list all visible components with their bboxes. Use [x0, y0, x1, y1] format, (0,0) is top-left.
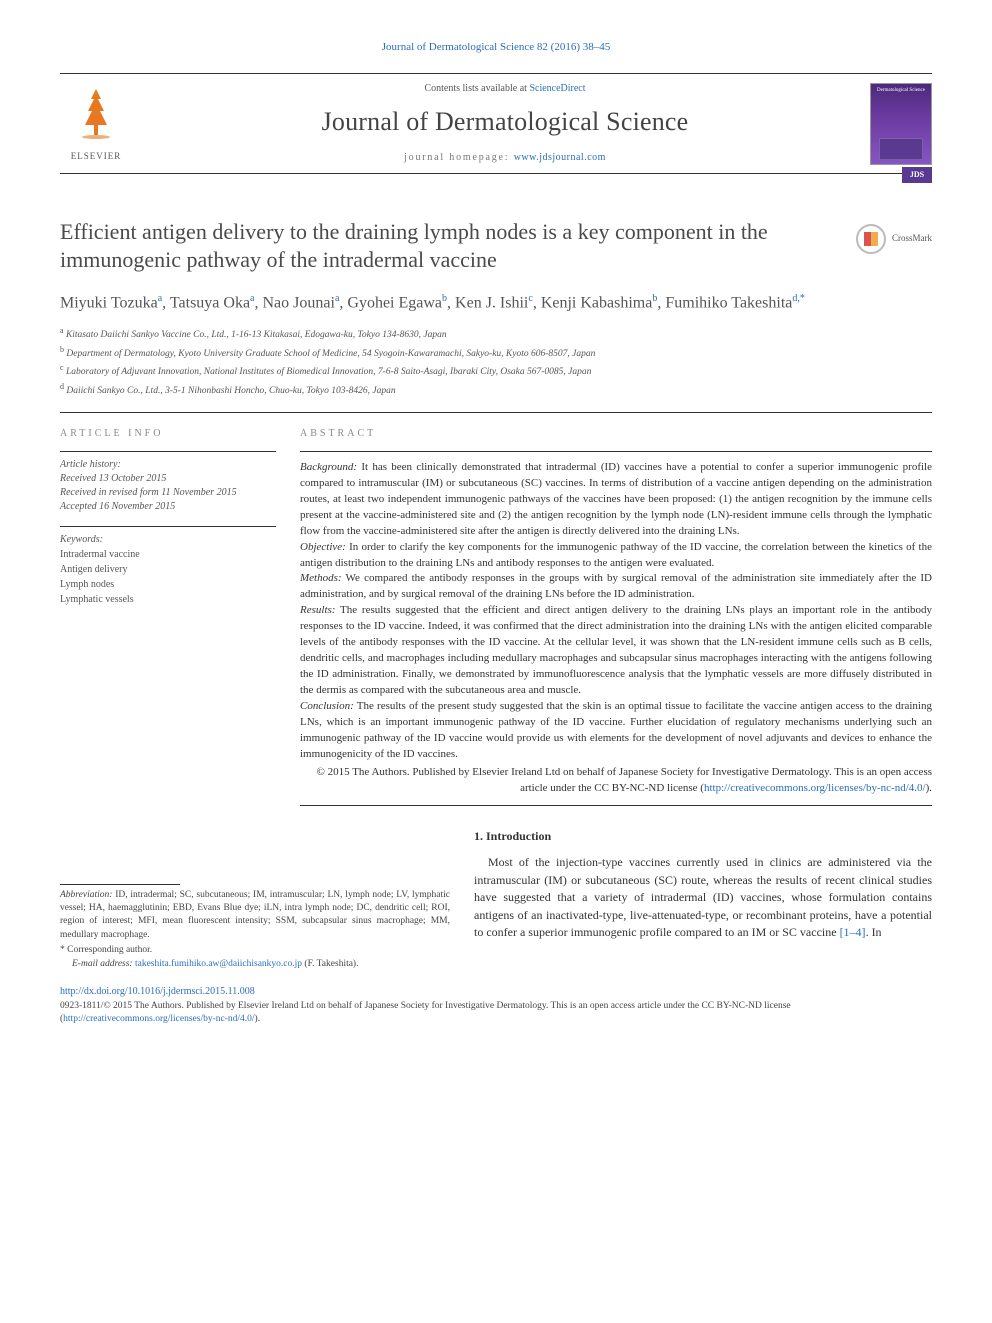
cover-thumbnail-wrapper: Dermatological Science JDS	[870, 83, 932, 165]
introduction-text: Most of the injection-type vaccines curr…	[474, 854, 932, 941]
author-affiliation-sup[interactable]: b	[652, 293, 657, 304]
abbrev-text: ID, intradermal; SC, subcutaneous; IM, i…	[60, 890, 450, 940]
bottom-close: ).	[255, 1014, 261, 1024]
keywords-list: Intradermal vaccineAntigen deliveryLymph…	[60, 547, 276, 607]
affiliation-line: c Laboratory of Adjuvant Innovation, Nat…	[60, 362, 932, 379]
license-link[interactable]: http://creativecommons.org/licenses/by-n…	[704, 782, 926, 794]
footnote-column: Abbreviation: ID, intradermal; SC, subcu…	[60, 828, 474, 972]
conclusion-label: Conclusion:	[300, 700, 354, 712]
publisher-name: ELSEVIER	[71, 150, 122, 163]
keywords-label: Keywords:	[60, 533, 276, 547]
article-title: Efficient antigen delivery to the draini…	[60, 218, 840, 275]
affiliations: a Kitasato Daiichi Sankyo Vaccine Co., L…	[60, 325, 932, 398]
author-affiliation-sup[interactable]: b	[442, 293, 447, 304]
contents-prefix: Contents lists available at	[424, 83, 529, 94]
corresponding-author: * Corresponding author.	[60, 944, 450, 957]
article-info-heading: ARTICLE INFO	[60, 427, 276, 441]
cover-thumbnail-label: Dermatological Science	[874, 87, 928, 94]
doi-line: http://dx.doi.org/10.1016/j.jdermsci.201…	[60, 985, 932, 999]
top-citation: Journal of Dermatological Science 82 (20…	[60, 40, 932, 55]
keywords-block: Keywords: Intradermal vaccineAntigen del…	[60, 533, 276, 607]
introduction-column: 1. Introduction Most of the injection-ty…	[474, 828, 932, 972]
elsevier-tree-icon	[71, 85, 121, 148]
author-affiliation-sup[interactable]: a	[250, 293, 254, 304]
email-line: E-mail address: takeshita.fumihiko.aw@da…	[60, 958, 450, 971]
background-label: Background:	[300, 461, 357, 473]
results-label: Results:	[300, 604, 335, 616]
abbrev-label: Abbreviation:	[60, 890, 112, 900]
masthead-center: Contents lists available at ScienceDirec…	[140, 82, 870, 164]
objective-label: Objective:	[300, 541, 346, 553]
article-history: Article history: Received 13 October 201…	[60, 458, 276, 514]
copyright-close: ).	[926, 782, 932, 794]
journal-name: Journal of Dermatological Science	[140, 104, 870, 140]
keyword: Intradermal vaccine	[60, 547, 276, 562]
author-name: Nao Jounai	[263, 294, 335, 311]
author-affiliation-sup[interactable]: a	[335, 293, 339, 304]
cover-badge: JDS	[902, 167, 932, 183]
journal-homepage-link[interactable]: www.jdsjournal.com	[514, 152, 606, 163]
introduction-heading: 1. Introduction	[474, 828, 932, 845]
results-text: The results suggested that the efficient…	[300, 604, 932, 696]
author-name: Tatsuya Oka	[170, 294, 250, 311]
homepage-prefix: journal homepage:	[404, 152, 514, 163]
email-link[interactable]: takeshita.fumihiko.aw@daiichisankyo.co.j…	[135, 959, 302, 969]
author-name: Fumihiko Takeshita	[665, 294, 792, 311]
affiliation-line: a Kitasato Daiichi Sankyo Vaccine Co., L…	[60, 325, 932, 342]
keyword: Lymph nodes	[60, 577, 276, 592]
methods-label: Methods:	[300, 572, 342, 584]
cover-thumbnail: Dermatological Science	[870, 83, 932, 165]
keyword: Antigen delivery	[60, 562, 276, 577]
abbreviations: Abbreviation: ID, intradermal; SC, subcu…	[60, 889, 450, 942]
journal-homepage-line: journal homepage: www.jdsjournal.com	[140, 151, 870, 165]
crossmark-badge[interactable]: CrossMark	[856, 224, 932, 254]
author-name: Kenji Kabashima	[541, 294, 653, 311]
bottom-license-link[interactable]: http://creativecommons.org/licenses/by-n…	[63, 1014, 254, 1024]
sciencedirect-link[interactable]: ScienceDirect	[529, 83, 585, 94]
thin-divider	[60, 451, 276, 452]
author-name: Gyohei Egawa	[347, 294, 442, 311]
thin-divider	[300, 451, 932, 452]
keyword: Lymphatic vessels	[60, 592, 276, 607]
received-date: Received 13 October 2015	[60, 472, 276, 486]
contents-list-line: Contents lists available at ScienceDirec…	[140, 82, 870, 96]
accepted-date: Accepted 16 November 2015	[60, 500, 276, 514]
author-affiliation-sup[interactable]: d,*	[792, 293, 805, 304]
author-name: Ken J. Ishii	[455, 294, 528, 311]
bottom-copyright: 0923-1811/© 2015 The Authors. Published …	[60, 1000, 932, 1026]
article-info-column: ARTICLE INFO Article history: Received 1…	[60, 413, 300, 806]
affiliation-line: d Daiichi Sankyo Co., Ltd., 3-5-1 Nihonb…	[60, 381, 932, 398]
author-affiliation-sup[interactable]: a	[158, 293, 162, 304]
email-label: E-mail address:	[72, 959, 135, 969]
author-affiliation-sup[interactable]: c	[528, 293, 532, 304]
crossmark-label: CrossMark	[892, 232, 932, 245]
footnote-divider	[60, 884, 180, 885]
abstract-column: ABSTRACT Background: It has been clinica…	[300, 413, 932, 806]
email-name: (F. Takeshita).	[302, 959, 358, 969]
objective-text: In order to clarify the key components f…	[300, 541, 932, 569]
abstract-heading: ABSTRACT	[300, 427, 932, 441]
top-citation-link[interactable]: Journal of Dermatological Science 82 (20…	[382, 41, 611, 53]
publisher-logo: ELSEVIER	[60, 83, 132, 165]
thin-divider	[60, 526, 276, 527]
background-text: It has been clinically demonstrated that…	[300, 461, 932, 537]
revised-date: Received in revised form 11 November 201…	[60, 486, 276, 500]
authors-line: Miyuki Tozukaa, Tatsuya Okaa, Nao Jounai…	[60, 291, 932, 315]
intro-reference[interactable]: [1–4]	[840, 925, 866, 939]
affiliation-line: b Department of Dermatology, Kyoto Unive…	[60, 344, 932, 361]
doi-link[interactable]: http://dx.doi.org/10.1016/j.jdermsci.201…	[60, 986, 255, 997]
intro-tail: . In	[866, 925, 882, 939]
masthead: ELSEVIER Contents lists available at Sci…	[60, 73, 932, 173]
history-label: Article history:	[60, 458, 276, 472]
methods-text: We compared the antibody responses in th…	[300, 572, 932, 600]
author-name: Miyuki Tozuka	[60, 294, 158, 311]
thin-divider	[300, 805, 932, 806]
crossmark-icon	[856, 224, 886, 254]
abstract-body: Background: It has been clinically demon…	[300, 460, 932, 797]
issn: 0923-1811/	[60, 1001, 103, 1011]
conclusion-text: The results of the present study suggest…	[300, 700, 932, 760]
